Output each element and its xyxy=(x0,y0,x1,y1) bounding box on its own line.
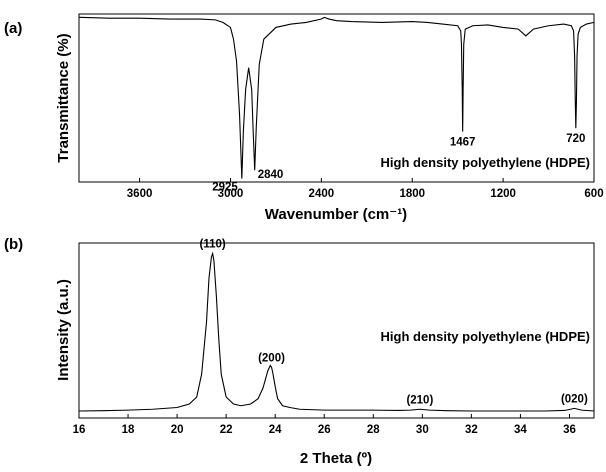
panel-a-label: (a) xyxy=(4,20,22,37)
panel-a: (a) 3600 3000 2400 1800 1200 600 2925 2840 1467… xyxy=(4,13,604,223)
panel-a-plot-frame xyxy=(78,13,595,183)
x-tick-label: 28 xyxy=(367,424,380,436)
peak-label: (200) xyxy=(258,352,285,364)
x-tick-label: 30 xyxy=(416,424,429,436)
panel-a-spectrum-line xyxy=(78,16,595,179)
panel-b-peak-labels: (110) (200) (210) (020) xyxy=(200,239,588,407)
peak-label: (110) xyxy=(200,239,226,251)
peak-label: (020) xyxy=(561,393,588,405)
x-tick-label: 22 xyxy=(220,424,233,436)
panel-b-x-ticks: 16 18 20 22 24 26 28 30 32 34 36 xyxy=(73,414,576,436)
x-tick-label: 20 xyxy=(171,424,184,436)
x-tick-label: 26 xyxy=(318,424,331,436)
x-tick-label: 32 xyxy=(465,424,478,436)
peak-label: 2925 xyxy=(212,182,238,194)
peak-label: (210) xyxy=(406,394,433,406)
x-tick-label: 24 xyxy=(269,424,282,436)
panel-b-y-axis-label: Intensity (a.u.) xyxy=(55,279,72,381)
x-tick-label: 3600 xyxy=(127,188,153,200)
panel-b-label: (b) xyxy=(4,236,23,253)
panel-b-xrd-line xyxy=(78,251,595,412)
panel-a-y-axis-label: Transmittance (%) xyxy=(55,33,72,162)
panel-a-title: High density polyethylene (HDPE) xyxy=(381,155,590,170)
x-tick-label: 3000 xyxy=(218,188,244,200)
panel-a-x-axis-label: Wavenumber (cm⁻¹) xyxy=(265,206,407,223)
x-tick-label: 16 xyxy=(73,424,86,436)
x-tick-label: 1800 xyxy=(399,188,425,200)
panel-b: (b) 16 18 20 22 24 26 28 30 32 34 36 (110) (200) (21… xyxy=(4,236,595,467)
peak-label: 720 xyxy=(566,133,585,145)
x-tick-label: 600 xyxy=(584,188,603,200)
x-tick-label: 18 xyxy=(122,424,135,436)
panel-a-x-ticks: 3600 3000 2400 1800 1200 600 xyxy=(127,178,604,200)
x-tick-label: 34 xyxy=(514,424,527,436)
panel-b-title: High density polyethylene (HDPE) xyxy=(381,329,590,344)
panel-b-plot-frame xyxy=(78,242,595,419)
x-tick-label: 2400 xyxy=(309,188,335,200)
x-tick-label: 1200 xyxy=(490,188,516,200)
peak-label: 2840 xyxy=(258,169,284,181)
x-tick-label: 36 xyxy=(563,424,576,436)
peak-label: 1467 xyxy=(450,137,476,149)
panel-a-peak-labels: 2925 2840 1467 720 xyxy=(212,133,585,193)
panel-b-x-axis-label: 2 Theta (º) xyxy=(300,450,372,467)
